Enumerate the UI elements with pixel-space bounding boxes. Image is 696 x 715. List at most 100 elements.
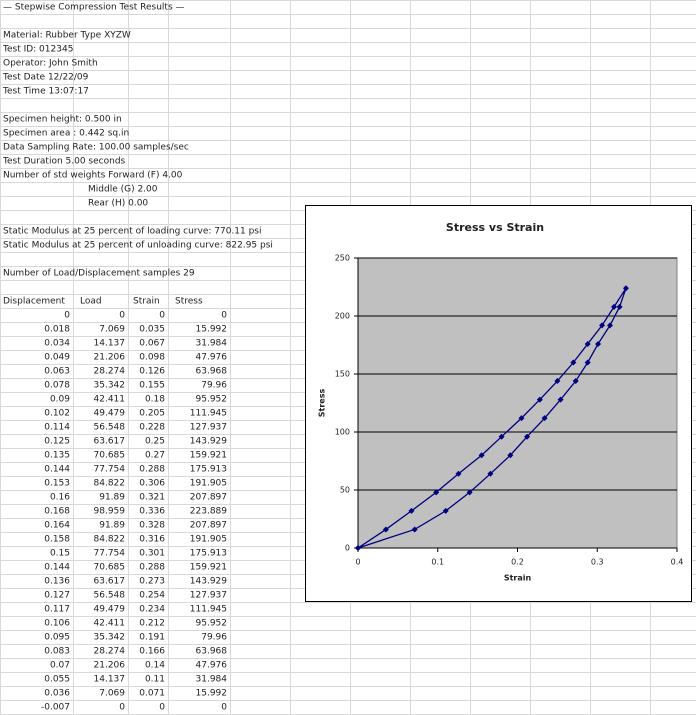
data-point [622,285,629,292]
cell-number: 0.144 [44,563,70,573]
cell-number: 0.071 [139,689,165,699]
data-point [557,396,564,403]
cell-number: 0.316 [139,535,165,545]
cell-number: 0.136 [44,577,70,587]
cell-number: 31.984 [196,675,228,685]
cell-number: 91.89 [99,493,125,503]
cell-number: 0.144 [44,465,70,475]
cell-number: 0.254 [139,591,165,601]
x-tick-label: 0.2 [511,558,524,567]
x-tick-label: 0.3 [591,558,604,567]
data-point [411,526,418,533]
cell-number: 70.685 [94,563,126,573]
cell-number: 159.921 [190,563,227,573]
cell-number: 21.206 [94,661,126,671]
y-tick-label: 100 [335,428,350,437]
cell-number: 0.164 [44,521,70,531]
cell-number: 0.036 [44,689,70,699]
cell-number: 0.306 [139,479,165,489]
cell-number: 0.135 [44,451,70,461]
cell-number: 79.96 [201,633,227,643]
cell-number: 0.228 [139,423,165,433]
cell-number: 0.16 [50,493,70,503]
data-point [442,507,449,514]
cell-text: Test Time 13:07:17 [2,87,89,97]
cell-text: — Stepwise Compression Test Results — [3,3,185,13]
cell-number: 175.913 [190,549,227,559]
cell-number: 15.992 [196,689,228,699]
cell-number: 79.96 [201,381,227,391]
cell-number: 0.117 [44,605,70,615]
data-point [507,452,514,459]
cell-number: 0.168 [44,507,70,517]
cell-text: Test Duration 5.00 seconds [2,157,126,167]
cell-number: 143.929 [190,437,227,447]
x-tick-label: 0.1 [431,558,444,567]
cell-number: 47.976 [196,661,228,671]
cell-number: 0 [159,703,165,713]
cell-number: 0.288 [139,563,165,573]
data-point [466,489,473,496]
data-point [607,322,614,329]
cell-number: 95.952 [196,395,228,405]
y-tick-label: 50 [340,486,350,495]
data-point [595,340,602,347]
cell-number: 42.411 [94,619,126,629]
cell-text: Middle (G) 2.00 [88,185,158,195]
cell-number: 207.897 [190,521,227,531]
data-point [570,359,577,366]
cell-number: 0 [119,703,125,713]
cell-number: 0.063 [44,367,70,377]
cell-number: 0.328 [139,521,165,531]
cell-number: 207.897 [190,493,227,503]
cell-number: 0.018 [44,325,70,335]
data-point [536,396,543,403]
cell-number: 49.479 [94,605,126,615]
column-header: Displacement [3,297,65,307]
cell-number: 31.984 [196,339,228,349]
data-point [355,545,361,551]
cell-number: 84.822 [94,535,126,545]
cell-number: 0.078 [44,381,70,391]
cell-number: 35.342 [94,381,126,391]
data-point [572,378,579,385]
cell-number: 0.153 [44,479,70,489]
cell-number: 21.206 [94,353,126,363]
data-point [487,470,494,477]
cell-number: 0.158 [44,535,70,545]
cell-number: 111.945 [190,409,227,419]
cell-number: 127.937 [190,423,227,433]
cell-text: Test ID: 012345 [2,45,73,55]
cell-number: 7.069 [99,325,125,335]
cell-number: 159.921 [190,451,227,461]
cell-number: 191.905 [190,535,227,545]
x-tick-label: 0 [355,558,360,567]
x-tick-label: 0.4 [671,558,684,567]
cell-number: 63.968 [196,647,228,657]
cell-text: Rear (H) 0.00 [88,199,148,209]
cell-number: 15.992 [196,325,228,335]
cell-text: Material: Rubber Type XYZW [3,31,131,41]
cell-text: Static Modulus at 25 percent of loading … [3,227,262,237]
data-point [524,433,531,440]
y-tick-label: 0 [345,544,350,553]
cell-number: 63.617 [94,437,126,447]
cell-number: 14.137 [94,339,126,349]
cell-number: 0.273 [139,577,165,587]
cell-text: Data Sampling Rate: 100.00 samples/sec [3,143,189,153]
cell-text: Test Date 12/22/09 [2,73,89,83]
data-point [518,415,525,422]
cell-number: 35.342 [94,633,126,643]
data-point [478,452,485,459]
cell-number: 0.14 [145,661,165,671]
cell-number: 0 [159,311,165,321]
cell-number: 84.822 [94,479,126,489]
cell-number: 0.155 [139,381,165,391]
cell-number: 98.959 [94,507,126,517]
y-tick-label: 150 [335,370,350,379]
cell-number: 0.035 [139,325,165,335]
cell-number: 191.905 [190,479,227,489]
plot-area [357,257,678,549]
cell-number: 70.685 [94,451,126,461]
